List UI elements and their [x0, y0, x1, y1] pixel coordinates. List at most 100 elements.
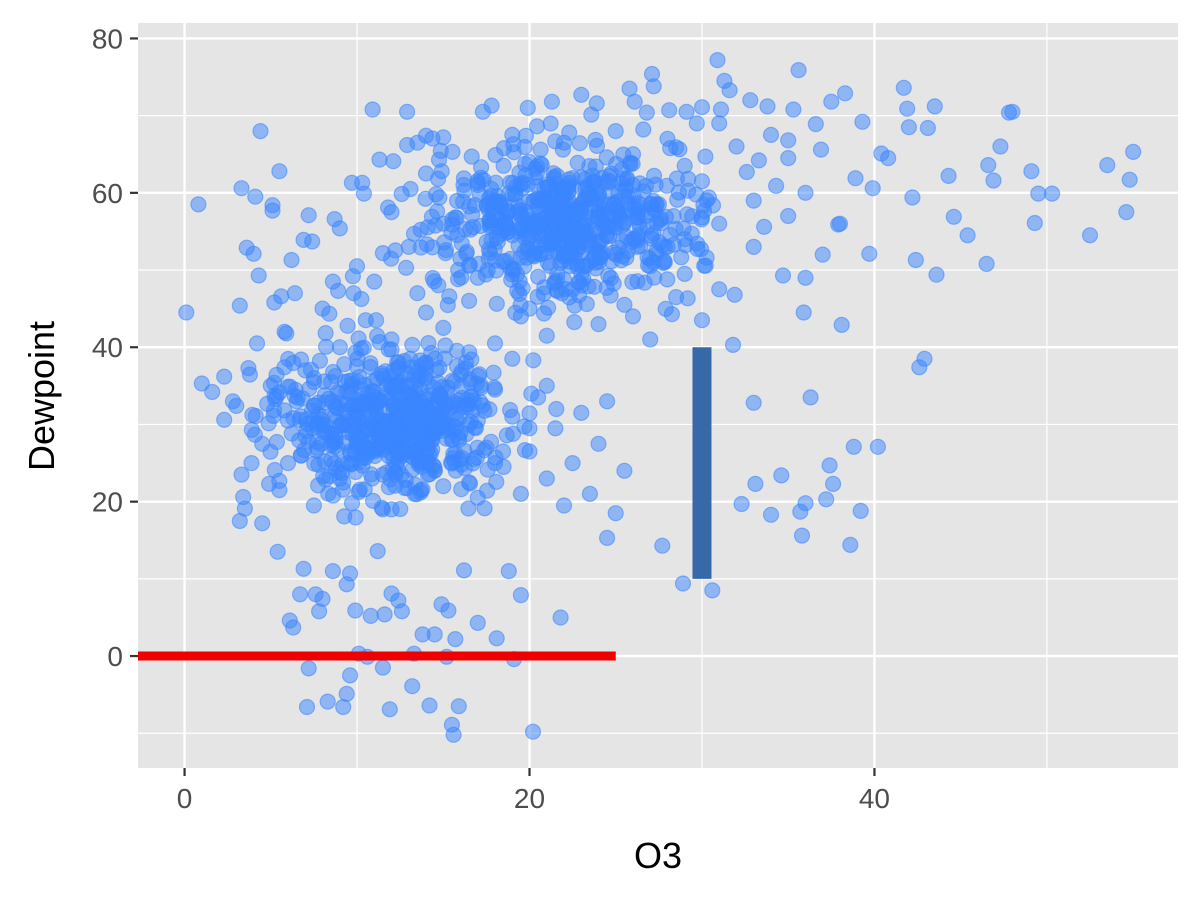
data-point [248, 335, 266, 352]
data-point [396, 437, 414, 454]
data-point [366, 273, 383, 290]
data-point [369, 327, 386, 344]
data-point [453, 481, 470, 498]
data-point [542, 115, 559, 132]
data-point [460, 500, 477, 517]
data-point [193, 375, 210, 392]
data-point [425, 418, 442, 435]
data-point [445, 726, 462, 743]
data-point [590, 316, 607, 333]
data-point [286, 387, 303, 404]
data-point [581, 485, 599, 502]
data-point [629, 273, 646, 290]
data-point [178, 304, 195, 321]
data-point [474, 397, 491, 414]
data-point [419, 436, 436, 453]
data-point [492, 197, 510, 214]
data-point [519, 99, 536, 117]
data-point [1043, 185, 1061, 202]
data-point [626, 93, 643, 110]
data-point [347, 602, 364, 619]
data-point [504, 350, 521, 367]
data-point [448, 342, 466, 359]
data-point [421, 697, 438, 714]
data-point [552, 609, 569, 626]
y-tick-label: 40 [92, 332, 123, 363]
data-point [453, 269, 470, 286]
y-tick-label: 60 [92, 178, 123, 209]
data-point [693, 99, 711, 116]
data-point [676, 157, 693, 174]
data-point [762, 126, 780, 143]
data-point [661, 102, 678, 119]
data-point [1081, 227, 1099, 244]
data-point [554, 141, 572, 158]
data-point [410, 414, 427, 431]
data-point [516, 442, 534, 459]
data-point [300, 207, 317, 224]
data-point [373, 365, 390, 382]
data-point [364, 101, 381, 118]
data-point [247, 407, 264, 425]
data-point [337, 416, 354, 434]
data-point [285, 619, 302, 636]
data-point [745, 192, 762, 209]
data-point [525, 352, 542, 369]
data-point [854, 113, 871, 130]
data-point [437, 245, 454, 262]
data-point [845, 438, 862, 455]
data-point [601, 196, 618, 213]
data-point [204, 383, 221, 401]
data-point [566, 219, 584, 236]
data-point [785, 101, 802, 118]
data-point [654, 537, 671, 554]
data-point [479, 262, 496, 279]
data-point [759, 98, 776, 115]
data-point [331, 339, 348, 356]
data-point [246, 426, 263, 443]
data-point [600, 267, 617, 284]
data-point [488, 473, 505, 490]
data-point [298, 411, 315, 428]
data-point [271, 163, 288, 180]
data-point [376, 606, 393, 623]
data-point [616, 462, 633, 479]
data-point [469, 172, 486, 190]
data-point [216, 411, 233, 428]
data-point [393, 185, 410, 203]
data-point [485, 364, 502, 381]
data-point [543, 93, 561, 110]
data-point [688, 115, 705, 132]
data-point [487, 449, 504, 466]
data-point [370, 426, 387, 443]
data-point [311, 352, 328, 369]
annotations [138, 347, 712, 661]
data-point [336, 508, 353, 525]
data-point [512, 485, 530, 502]
data-point [635, 121, 652, 138]
data-point [487, 146, 504, 164]
data-point [693, 173, 711, 190]
data-point [807, 115, 824, 133]
data-point [399, 103, 416, 120]
data-point [435, 478, 452, 495]
data-point [724, 336, 742, 353]
data-point [1026, 214, 1043, 232]
data-point [1004, 103, 1021, 120]
data-point [847, 170, 864, 187]
data-point [645, 78, 662, 95]
data-point [733, 495, 750, 513]
y-tick-label: 20 [92, 487, 123, 518]
data-point [338, 685, 355, 703]
data-point [637, 177, 655, 195]
data-point [379, 413, 396, 430]
data-point [482, 433, 500, 450]
data-point [252, 123, 269, 140]
data-point [745, 238, 762, 255]
data-point [431, 189, 448, 206]
data-point [726, 286, 743, 303]
data-point [535, 305, 553, 322]
data-point [831, 215, 849, 232]
data-point [331, 220, 348, 237]
data-point [318, 338, 335, 355]
